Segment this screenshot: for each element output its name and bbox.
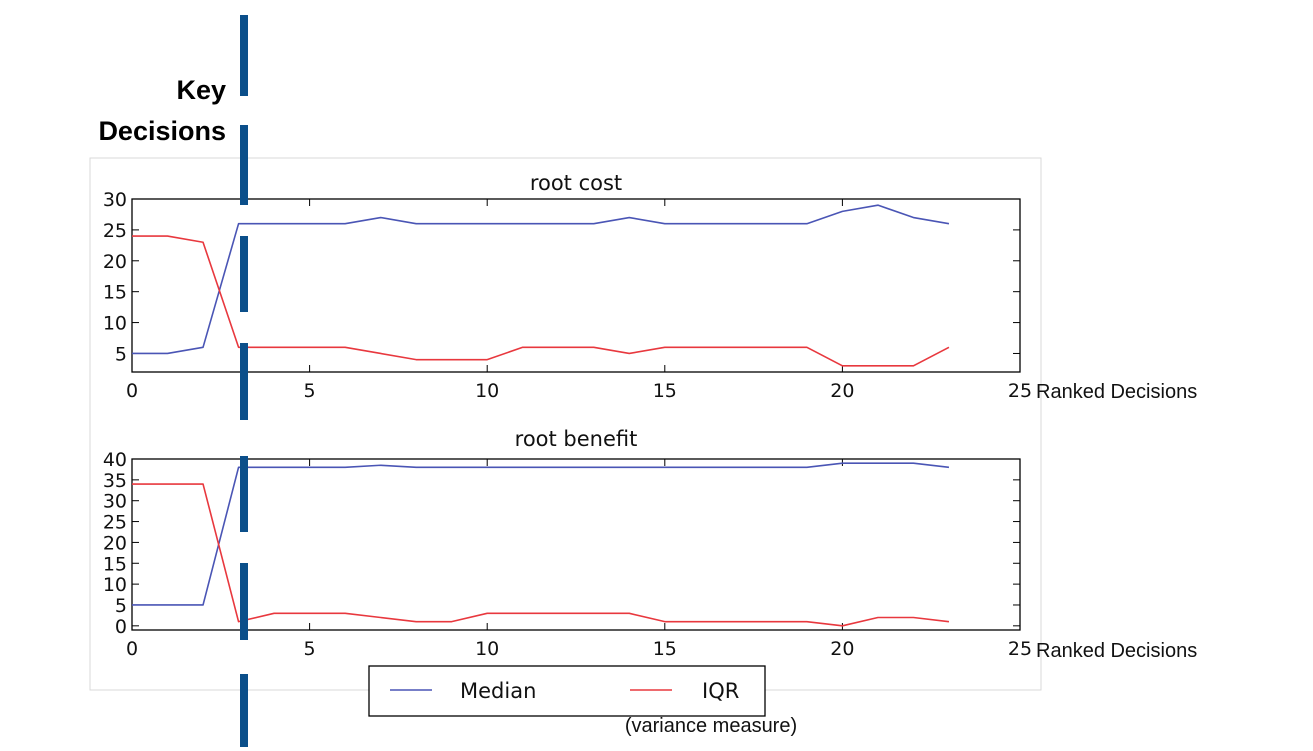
x-tick-label: 0 xyxy=(126,638,138,660)
x-tick-label: 20 xyxy=(830,638,854,660)
key-decisions-label-line1: Key xyxy=(176,75,226,105)
key-decisions-dash xyxy=(240,125,248,205)
y-tick-label: 15 xyxy=(103,553,127,575)
y-tick-label: 30 xyxy=(103,491,127,513)
variance-measure-note: (variance measure) xyxy=(625,715,797,737)
key-decisions-label-line2: Decisions xyxy=(98,116,226,146)
y-tick-label: 20 xyxy=(103,251,127,273)
series-line-iqr-root-benefit xyxy=(132,483,950,627)
x-tick-label: 25 xyxy=(1008,380,1032,402)
y-tick-label: 35 xyxy=(103,470,127,492)
y-tick-label: 25 xyxy=(103,220,127,242)
chart-title-root-cost: root cost xyxy=(530,171,622,195)
y-tick-label: 30 xyxy=(103,189,127,211)
x-axis-label-root-benefit: Ranked Decisions xyxy=(1036,640,1197,662)
key-decisions-marker xyxy=(240,15,248,747)
legend-label-iqr: IQR xyxy=(702,679,739,703)
legend-box xyxy=(368,665,766,717)
key-decisions-dash xyxy=(240,343,248,420)
x-tick-label: 0 xyxy=(126,380,138,402)
chart-root-benefit: root benefit Ranked Decisions 0 5 10 15 20 25… xyxy=(103,427,1197,662)
plot-frame-root-cost xyxy=(131,198,1021,373)
key-decisions-dash xyxy=(240,236,248,312)
x-tick-label: 5 xyxy=(304,380,316,402)
legend: Median IQR xyxy=(368,665,766,717)
x-tick-label: 10 xyxy=(475,380,499,402)
x-tick-label: 5 xyxy=(304,638,316,660)
key-decisions-dash xyxy=(240,15,248,96)
x-axis-label-root-cost: Ranked Decisions xyxy=(1036,381,1197,403)
y-tick-label: 20 xyxy=(103,532,127,554)
y-tick-label: 0 xyxy=(115,616,127,638)
key-decisions-dash xyxy=(240,674,248,747)
chart-title-root-benefit: root benefit xyxy=(515,427,638,451)
y-tick-label: 25 xyxy=(103,512,127,534)
series-line-median-root-benefit xyxy=(132,462,950,606)
y-tick-label: 10 xyxy=(103,313,127,335)
key-decisions-dash xyxy=(240,456,248,532)
series-line-iqr-root-cost xyxy=(132,235,950,367)
y-tick-label: 15 xyxy=(103,282,127,304)
key-decisions-dash xyxy=(240,563,248,640)
legend-label-median: Median xyxy=(460,679,536,703)
x-tick-label: 15 xyxy=(653,380,677,402)
y-tick-label: 5 xyxy=(115,343,127,365)
x-tick-label: 20 xyxy=(830,380,854,402)
x-tick-label: 25 xyxy=(1008,638,1032,660)
series-line-median-root-cost xyxy=(132,204,950,355)
x-tick-label: 10 xyxy=(475,638,499,660)
x-tick-label: 15 xyxy=(653,638,677,660)
figure-panel xyxy=(89,157,1042,691)
y-tick-label: 10 xyxy=(103,574,127,596)
chart-root-cost: root cost Ranked Decisions 0 5 10 15 20 25 5 10… xyxy=(103,171,1197,403)
plot-frame-root-benefit xyxy=(131,458,1021,631)
y-tick-label: 40 xyxy=(103,449,127,471)
y-tick-label: 5 xyxy=(115,595,127,617)
